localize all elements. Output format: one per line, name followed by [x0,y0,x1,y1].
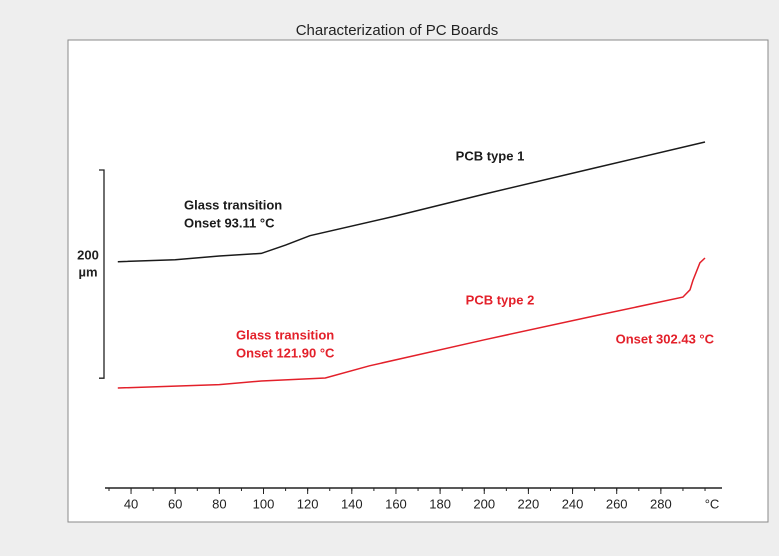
scale-bar-unit: µm [78,264,97,279]
annotation: Glass transition [236,327,334,342]
x-tick-label: 120 [297,496,319,511]
x-tick-label: 140 [341,496,363,511]
annotation: Glass transition [184,197,282,212]
line [117,257,706,389]
x-axis-label: °C [705,496,720,511]
x-tick-label: 220 [518,496,540,511]
chart-title: Characterization of PC Boards [296,22,499,39]
x-tick-label: 60 [168,496,182,511]
annotation: Onset 121.90 °C [236,345,335,360]
x-tick-label: 200 [473,496,495,511]
x-tick-label: 80 [212,496,226,511]
x-tick-label: 100 [253,496,275,511]
x-tick-label: 40 [124,496,138,511]
scale-bar-label: 200 [77,247,99,262]
x-tick-label: 240 [562,496,584,511]
x-tick-label: 180 [429,496,451,511]
x-tick-label: 160 [385,496,407,511]
series-label: PCB type 2 [466,292,535,307]
line [117,141,706,263]
series-label: PCB type 1 [456,148,525,163]
annotation: Onset 302.43 °C [616,331,715,346]
x-tick-label: 280 [650,496,672,511]
x-tick-label: 260 [606,496,628,511]
annotation: Onset 93.11 °C [184,215,275,230]
plot-frame [67,39,769,523]
scale-bar [99,169,105,379]
